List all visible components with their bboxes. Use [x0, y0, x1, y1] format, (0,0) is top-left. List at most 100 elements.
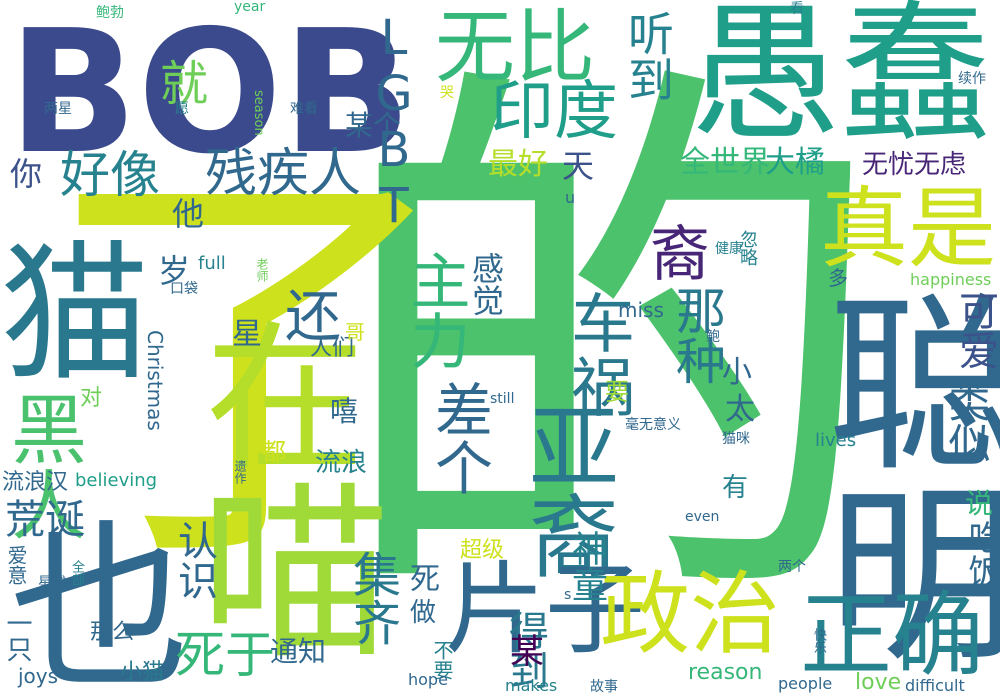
word-name: 那么: [90, 620, 135, 645]
word-hulue: 忽略: [737, 230, 758, 266]
word-buyao: 不要: [430, 640, 454, 680]
word-chifan: 吃饭: [962, 520, 1000, 588]
word-dui: 对: [80, 386, 103, 411]
word-duo: 多: [828, 266, 848, 290]
word-de: 的: [330, 24, 890, 676]
word-tai: 太: [725, 392, 755, 427]
word-zhengque: 正确: [800, 582, 985, 689]
word-mouge: 某个: [345, 109, 402, 142]
word-yuchun: 愚蠢: [690, 0, 991, 162]
word-wuyouwulv: 无忧无虑: [862, 150, 967, 180]
word-xi: 嘻: [330, 395, 359, 428]
word-love: love: [855, 670, 902, 695]
word-ku: 哭: [440, 85, 454, 101]
word-sui: 岁: [158, 252, 191, 290]
word-mao: 猫: [0, 228, 151, 402]
word-happiness: happiness: [910, 270, 992, 289]
word-yizuo: 遗作: [233, 460, 247, 484]
word-jiqi: 集齐: [344, 550, 400, 646]
word-lgbt: LGBT: [366, 10, 422, 234]
word-pianzi: 片子: [445, 551, 645, 668]
word-chage: 差个: [425, 380, 493, 496]
word-zhenshi: 真是: [820, 177, 997, 280]
word-nazhong: 那种: [668, 285, 726, 385]
word-nankan: 难看: [290, 101, 318, 117]
word-zai: 在: [205, 306, 366, 493]
word-lives: lives: [815, 430, 857, 451]
word-hai: 还: [285, 285, 341, 350]
word-xiao: 小: [722, 355, 752, 390]
word-le: 了: [38, 125, 458, 614]
word-miao: 喵: [200, 464, 391, 685]
word-xingqiu: 星球: [38, 575, 66, 591]
word-huangdan: 荒诞: [5, 497, 85, 543]
word-maomi: 猫咪: [722, 431, 750, 447]
word-season: season: [251, 90, 266, 136]
word-wubi: 无比: [435, 1, 595, 94]
word-koudai: 口袋: [170, 281, 198, 297]
word-aiyi: 爱意: [4, 545, 28, 585]
word-xiaomao: 小猫: [120, 660, 165, 685]
word-zuihao: 最好: [488, 147, 548, 182]
word-canjiren: 残疾人: [205, 144, 362, 204]
word-believing: believing: [75, 470, 158, 491]
word-baobo: 鲍勃: [96, 5, 124, 21]
word-xing: 星: [232, 317, 262, 352]
word-liangxing: 两星: [44, 101, 72, 117]
word-difficult: difficult: [905, 676, 965, 695]
word-miss: miss: [618, 298, 664, 322]
word-yi: 裔: [650, 220, 710, 290]
word-si: 死: [410, 562, 440, 597]
word-hope: hope: [408, 670, 448, 689]
word-christmas: Christmas: [143, 330, 167, 431]
word-liulang: 流浪: [315, 448, 368, 478]
word-tingdao: 听到: [621, 10, 675, 102]
word-s: s: [564, 587, 572, 603]
word-you: 有: [722, 473, 749, 503]
word-keai: 可爱: [952, 290, 998, 370]
word-chaoji: 超级: [460, 538, 505, 563]
word-dedao: 得到: [502, 610, 548, 690]
word-leisi: 类似: [942, 380, 991, 464]
word-quanbu: 全部: [69, 560, 84, 586]
word-liulanghan: 流浪汉: [2, 470, 69, 495]
word-zhengzhi: 政治: [600, 562, 780, 667]
word-renshi: 认识: [171, 520, 217, 600]
word-haoxiang: 好像: [60, 146, 160, 204]
word-mou: 某: [510, 632, 544, 672]
word-tian: 天: [562, 147, 595, 185]
word-bao: 鲍: [706, 329, 720, 345]
word-yuan: 愿: [175, 101, 189, 117]
word-chehuo: 车祸: [560, 290, 634, 418]
word-congming: 聪明: [795, 285, 1000, 665]
word-ge: 哥: [345, 320, 365, 344]
word-yao: 要: [605, 378, 629, 406]
word-people: people: [778, 674, 833, 693]
word-yayi: 亚裔: [513, 400, 618, 580]
word-full: full: [198, 253, 226, 274]
word-zhuli: 主力: [400, 250, 470, 370]
word-renmen: 人们: [310, 336, 355, 361]
word-ni: 你: [10, 155, 43, 193]
word-reason: reason: [688, 660, 763, 685]
word-siyu: 死于: [175, 626, 275, 684]
word-quanshijie: 全世界: [680, 145, 770, 180]
word-even: even: [685, 509, 720, 525]
word-shuo: 说: [965, 487, 994, 520]
word-heiren: 黑人: [0, 390, 87, 542]
word-daju: 大橘: [765, 145, 825, 180]
word-laoshi: 老师: [255, 258, 269, 282]
word-zuo: 做: [410, 598, 437, 628]
word-shentong: 神童: [566, 530, 607, 602]
word-haowuyiyi: 毫无意义: [625, 417, 681, 433]
word-still: still: [490, 391, 515, 407]
word-tongzhi: 通知: [270, 635, 327, 668]
word-jiankang: 健康: [715, 241, 743, 257]
word-xuzuo: 续作: [958, 71, 986, 87]
word-liangge: 两个: [778, 559, 806, 575]
word-ta: 他: [172, 195, 205, 233]
word-jiu: 就: [160, 56, 209, 112]
word-yizhi: 一只: [2, 610, 32, 662]
word-year: year: [234, 0, 266, 15]
